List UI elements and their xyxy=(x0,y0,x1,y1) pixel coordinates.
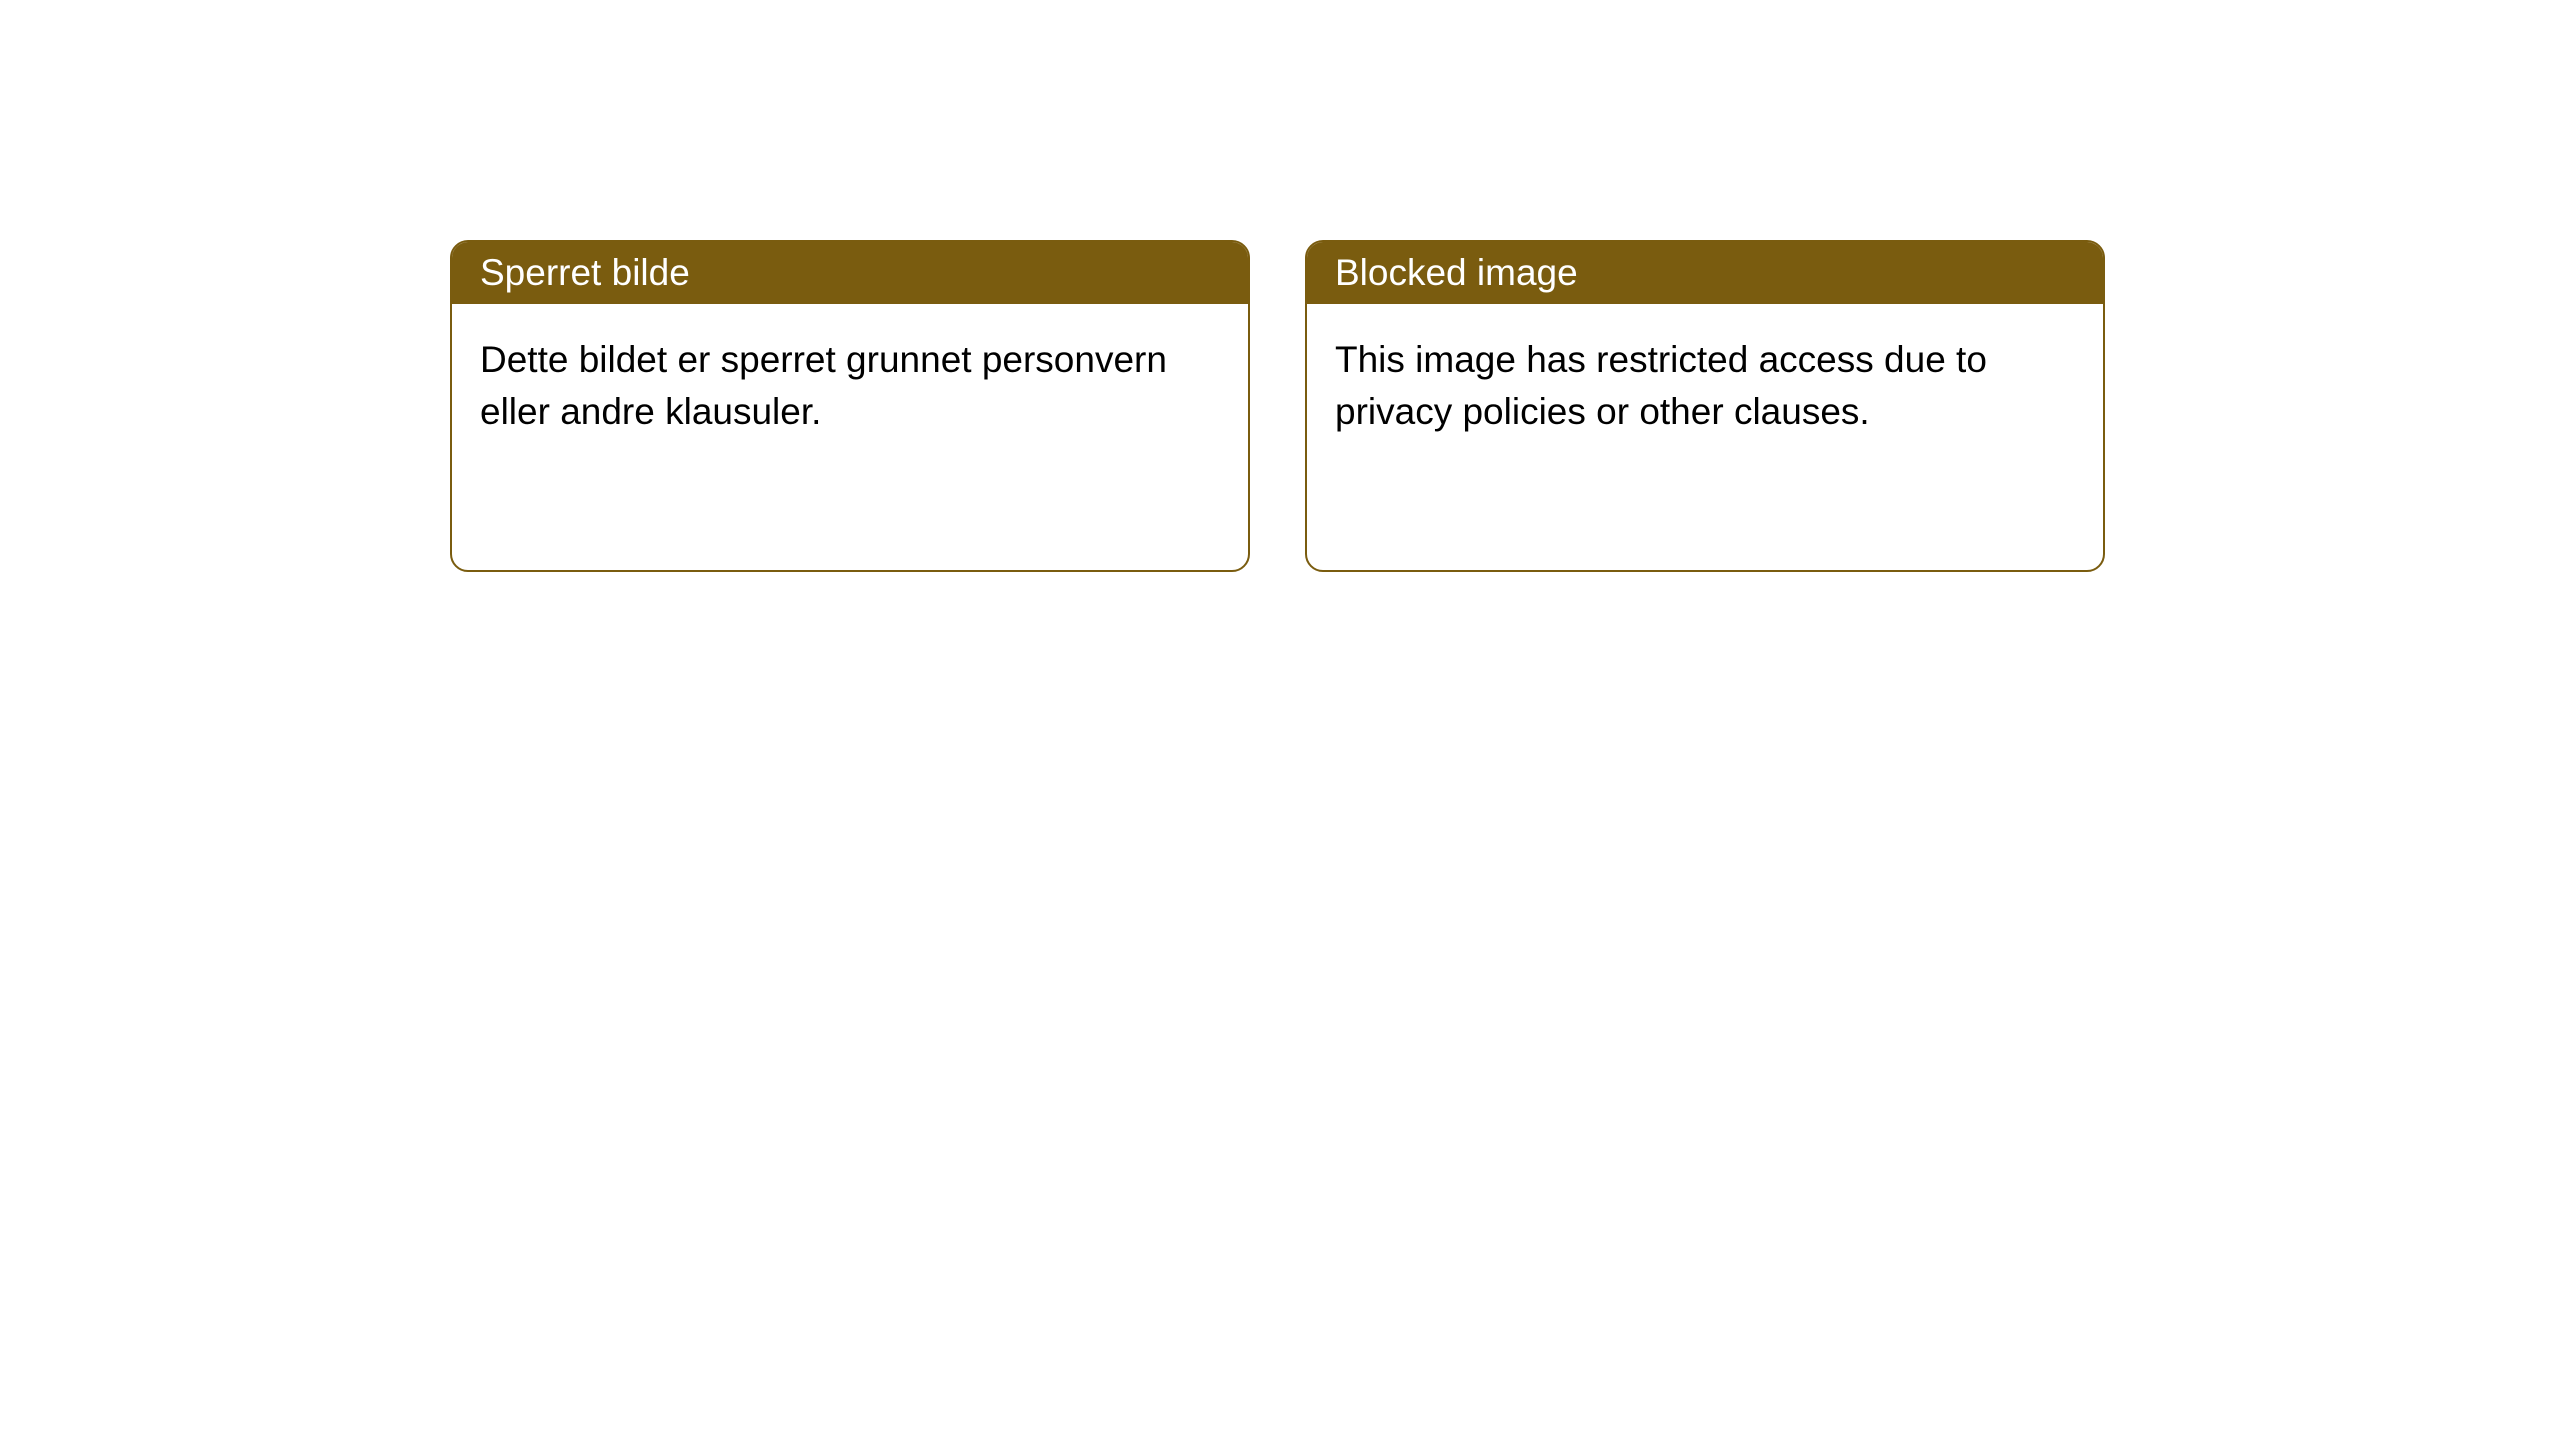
card-title-english: Blocked image xyxy=(1335,252,1578,293)
card-title-norwegian: Sperret bilde xyxy=(480,252,690,293)
card-text-english: This image has restricted access due to … xyxy=(1335,339,1987,432)
card-header-english: Blocked image xyxy=(1307,242,2103,304)
blocked-image-card-english: Blocked image This image has restricted … xyxy=(1305,240,2105,572)
blocked-image-card-norwegian: Sperret bilde Dette bildet er sperret gr… xyxy=(450,240,1250,572)
card-header-norwegian: Sperret bilde xyxy=(452,242,1248,304)
card-body-norwegian: Dette bildet er sperret grunnet personve… xyxy=(452,304,1248,468)
card-text-norwegian: Dette bildet er sperret grunnet personve… xyxy=(480,339,1167,432)
card-body-english: This image has restricted access due to … xyxy=(1307,304,2103,468)
cards-container: Sperret bilde Dette bildet er sperret gr… xyxy=(450,240,2105,572)
